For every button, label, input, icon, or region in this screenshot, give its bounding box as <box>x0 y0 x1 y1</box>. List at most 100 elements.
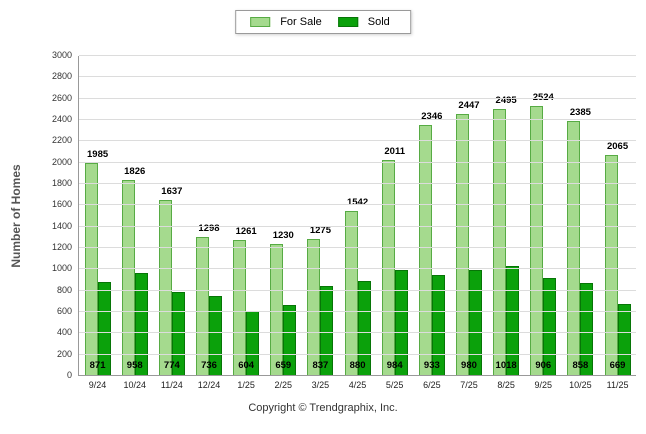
for-sale-value-label: 1985 <box>87 149 109 160</box>
x-axis-tick-label: 3/25 <box>311 380 330 390</box>
bar-groups-container: 1985 871 9/24 1826 958 10/24 1637 774 11/24 1298 7… <box>79 56 636 390</box>
for-sale-bar <box>121 180 135 375</box>
for-sale-value-label: 1637 <box>161 186 183 197</box>
sold-bar <box>394 270 408 375</box>
x-axis-tick-label: 9/24 <box>88 380 107 390</box>
y-axis-tick-label: 1200 <box>51 242 72 252</box>
sold-bar <box>468 270 482 375</box>
sold-bar <box>543 278 557 375</box>
for-sale-swatch-icon <box>250 17 271 27</box>
bar-group: 1230 659 2/25 <box>265 56 302 390</box>
sold-bar <box>506 266 520 375</box>
y-axis-tick-label: 1800 <box>51 178 72 188</box>
for-sale-bar <box>493 109 507 375</box>
sold-bar <box>208 296 222 375</box>
bar-group: 1985 871 9/24 <box>79 56 116 390</box>
y-axis-tick-label: 1600 <box>51 199 72 210</box>
for-sale-bar <box>418 125 432 375</box>
bar-group: 1637 774 11/24 <box>153 56 190 390</box>
bar-group: 1542 880 4/25 <box>339 56 376 390</box>
for-sale-value-label: 1542 <box>346 197 369 208</box>
sold-value-label: 659 <box>275 360 292 371</box>
sold-value-label: 774 <box>163 360 180 371</box>
x-axis-tick-label: 7/25 <box>460 380 478 390</box>
grid-line <box>79 55 636 56</box>
bar-group: 1298 736 12/24 <box>190 56 227 390</box>
for-sale-bar <box>381 160 395 375</box>
copyright-text: Copyright © Trendgraphix, Inc. <box>248 402 398 414</box>
for-sale-value-label: 1826 <box>124 166 146 177</box>
sold-bar <box>617 304 631 375</box>
x-axis-tick-label: 12/24 <box>197 380 221 390</box>
for-sale-bar <box>270 244 284 375</box>
chart-legend: For Sale Sold <box>235 10 411 34</box>
grid-line <box>79 161 636 163</box>
sold-value-label: 837 <box>312 360 329 371</box>
sold-bar <box>320 286 334 375</box>
for-sale-legend-label: For Sale <box>280 16 322 28</box>
for-sale-bar <box>344 211 358 375</box>
y-axis-tick-label: 2200 <box>51 135 72 146</box>
sold-value-label: 871 <box>89 360 106 371</box>
y-axis-tick-label: 2800 <box>51 71 72 82</box>
for-sale-value-label: 1230 <box>272 230 294 241</box>
for-sale-value-label: 2447 <box>458 100 480 111</box>
bar-group: 2065 669 11/25 <box>599 56 636 390</box>
grid-line <box>79 97 636 99</box>
sold-value-label: 933 <box>423 360 440 371</box>
sold-value-label: 1018 <box>495 360 517 371</box>
grid-line <box>79 183 636 184</box>
y-axis-title: Number of Homes <box>9 164 23 268</box>
bar-group: 2011 984 5/25 <box>376 56 413 390</box>
for-sale-value-label: 1261 <box>235 226 257 237</box>
for-sale-bar <box>604 155 618 375</box>
x-axis-tick-label: 1/25 <box>237 380 255 390</box>
for-sale-value-label: 2524 <box>532 92 554 103</box>
grid-line <box>79 353 636 355</box>
sold-value-label: 980 <box>461 360 477 371</box>
x-axis-tick-label: 9/25 <box>534 380 553 390</box>
y-axis-tick-label: 2400 <box>51 114 72 124</box>
y-axis-tick-label: 0 <box>66 370 72 380</box>
chart-area: Number of Homes 1985 871 9/24 1826 958 10/24 1… <box>9 50 636 390</box>
for-sale-bar <box>567 121 581 375</box>
bar-group: 1826 958 10/24 <box>116 56 153 390</box>
for-sale-value-label: 2385 <box>569 107 591 118</box>
sold-value-label: 880 <box>349 360 366 371</box>
bar-group: 1261 604 1/25 <box>228 56 265 390</box>
sold-value-label: 958 <box>126 360 143 371</box>
sold-value-label: 736 <box>201 360 217 371</box>
sold-value-label: 984 <box>386 360 403 371</box>
sold-value-label: 858 <box>572 360 589 371</box>
sold-swatch-icon <box>337 17 358 27</box>
for-sale-bar <box>455 114 469 375</box>
grid-line <box>79 268 636 270</box>
sold-value-label: 669 <box>609 360 626 371</box>
for-sale-value-label: 2346 <box>421 111 443 122</box>
x-axis-tick-label: 11/24 <box>160 380 183 390</box>
y-axis-tick-label: 1000 <box>51 263 72 274</box>
y-axis-tick-label: 400 <box>56 327 72 338</box>
grid-line <box>79 119 636 120</box>
y-axis-tick-label: 3000 <box>51 50 72 60</box>
for-sale-bar <box>307 239 321 375</box>
grid-line <box>79 140 636 142</box>
grid-line <box>79 332 636 334</box>
bar-group: 2385 858 10/25 <box>562 56 599 390</box>
sold-bar <box>97 282 111 375</box>
sold-value-label: 604 <box>238 360 255 371</box>
for-sale-value-label: 2495 <box>495 95 517 106</box>
y-axis-tick-label: 1400 <box>51 220 72 231</box>
bar-group: 2447 980 7/25 <box>450 56 487 390</box>
y-axis-tick-label: 200 <box>56 348 72 359</box>
bar-group: 2346 933 6/25 <box>413 56 450 390</box>
sold-bar <box>357 281 371 375</box>
sold-value-label: 906 <box>535 360 552 371</box>
x-axis-tick-label: 10/24 <box>123 380 146 390</box>
for-sale-bar <box>158 200 172 375</box>
grid-line <box>79 225 636 227</box>
for-sale-bar <box>530 106 544 375</box>
sold-bar <box>134 273 148 375</box>
for-sale-value-label: 2011 <box>384 146 405 157</box>
